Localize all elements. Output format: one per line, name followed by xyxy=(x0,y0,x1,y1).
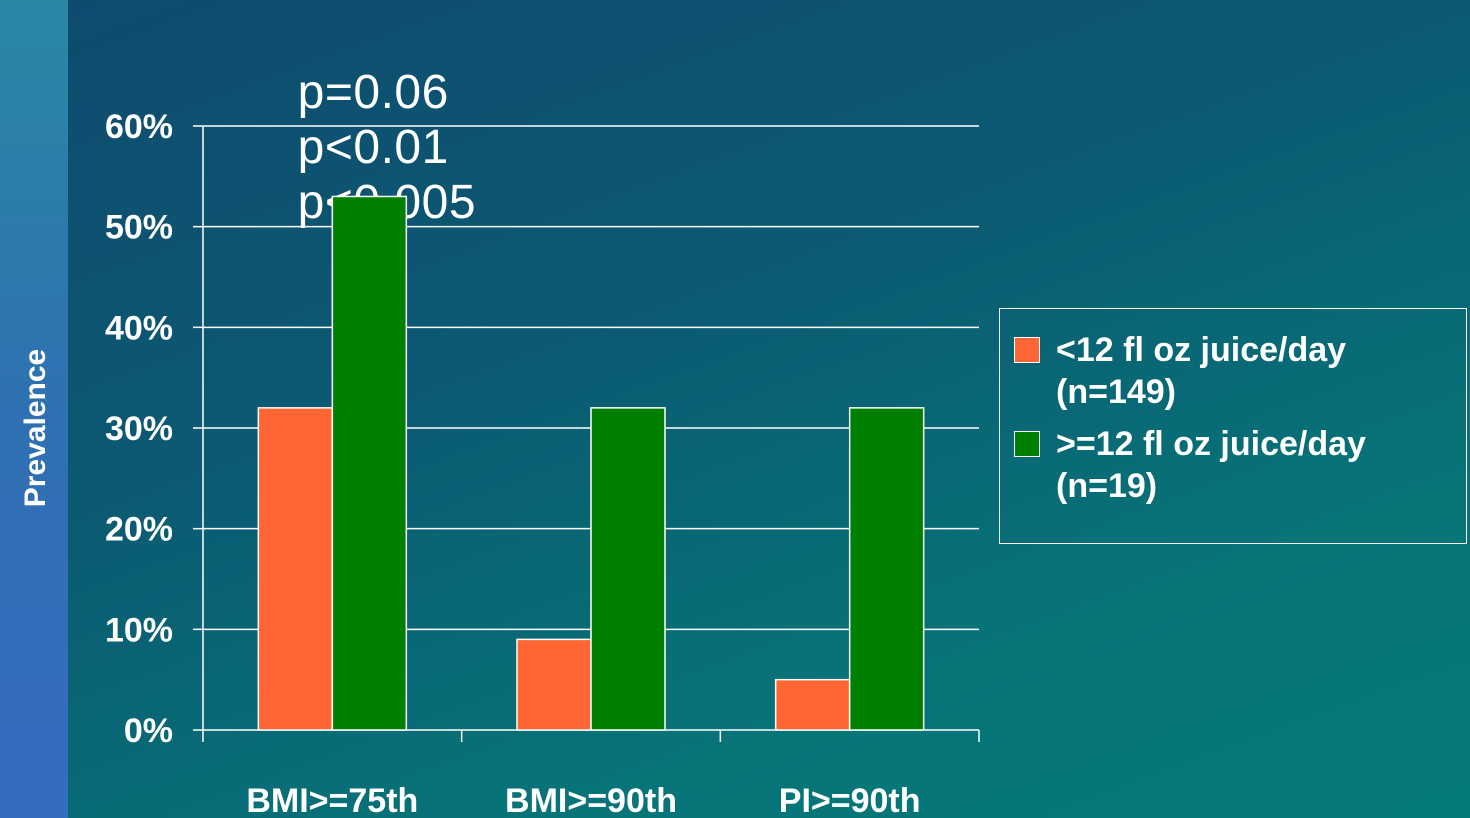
left-accent-stripe xyxy=(0,0,68,818)
x-category-label: BMI>=90th xyxy=(505,782,677,818)
y-tick-label: 40% xyxy=(105,309,173,347)
legend-count-high-juice: (n=19) xyxy=(1056,467,1158,505)
legend-swatch-low-juice xyxy=(1014,337,1040,363)
bar-low-juice xyxy=(516,638,592,731)
bar-high-juice xyxy=(590,407,666,731)
legend-swatch-high-juice xyxy=(1014,431,1040,457)
legend-count-low-juice: (n=149) xyxy=(1056,373,1176,411)
legend-label-high-juice: >=12 fl oz juice/day xyxy=(1056,425,1366,463)
legend-label-low-juice: <12 fl oz juice/day xyxy=(1056,331,1347,369)
y-tick-label: 10% xyxy=(105,611,173,649)
y-tick-label: 20% xyxy=(105,511,173,549)
bar-high-juice xyxy=(848,407,925,731)
p-value-annotations: p=0.06 p<0.01 p<0.005 xyxy=(270,10,512,230)
x-category-label: PI>=90th xyxy=(779,782,921,818)
legend: <12 fl oz juice/day (n=149) >=12 fl oz j… xyxy=(999,308,1467,544)
y-tick-label: 0% xyxy=(124,712,173,750)
bar-low-juice xyxy=(774,678,851,731)
y-tick-label: 60% xyxy=(105,108,173,146)
p-value-bmi75: p=0.06 xyxy=(297,66,449,119)
y-tick-label: 30% xyxy=(105,410,173,448)
bar-low-juice xyxy=(257,407,334,731)
bar-high-juice xyxy=(331,195,408,731)
y-tick-label: 50% xyxy=(105,209,173,247)
legend-item-low-juice: <12 fl oz juice/day (n=149) xyxy=(1014,329,1466,413)
p-value-bmi90: p<0.01 xyxy=(297,121,449,174)
legend-item-high-juice: >=12 fl oz juice/day (n=19) xyxy=(1014,423,1466,507)
x-category-label: BMI>=75th xyxy=(246,782,418,818)
